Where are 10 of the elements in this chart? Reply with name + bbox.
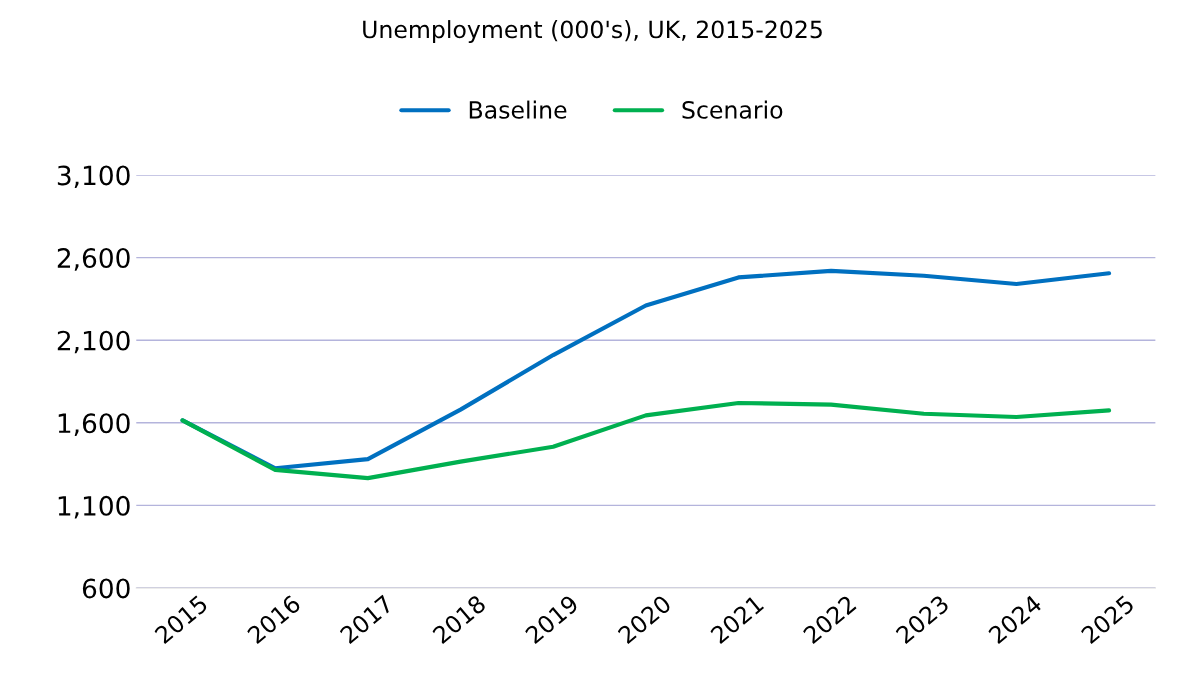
chart-title: Unemployment (000's), UK, 2015-2025 bbox=[363, 20, 822, 43]
legend-label: Baseline bbox=[469, 100, 567, 119]
y-tick-label: 1,100 bbox=[58, 495, 130, 519]
y-tick-label: 3,100 bbox=[57, 165, 130, 189]
y-tick-label: 2,600 bbox=[57, 248, 130, 271]
line-series bbox=[180, 400, 1112, 481]
y-tick-label: 2,100 bbox=[57, 330, 130, 354]
y-tick-label: 1,600 bbox=[58, 413, 130, 436]
y-tick-label: 600 bbox=[82, 578, 130, 599]
legend-label: Scenario bbox=[682, 100, 783, 119]
